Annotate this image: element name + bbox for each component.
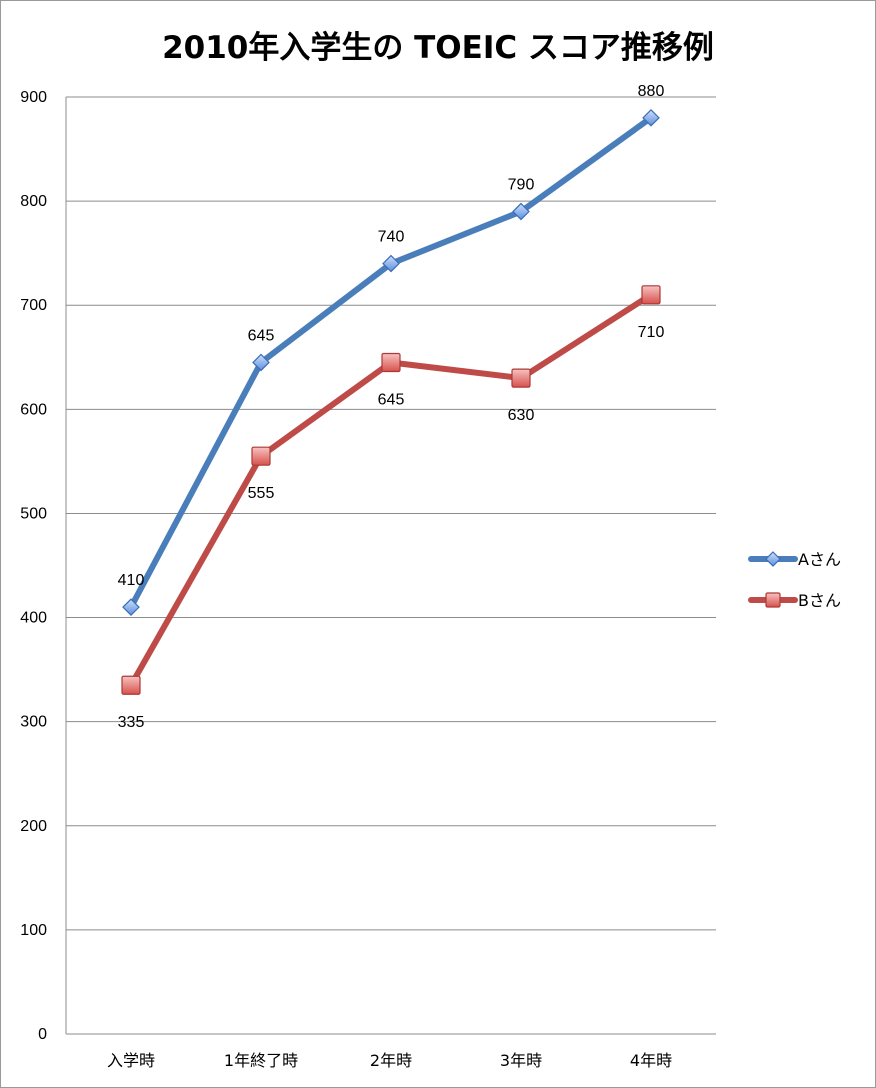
data-label: 880 xyxy=(638,83,665,100)
legend-marker xyxy=(765,592,781,608)
y-tick-label: 500 xyxy=(20,505,47,522)
legend-marker xyxy=(765,551,781,567)
data-point xyxy=(251,446,271,466)
data-point xyxy=(641,285,661,305)
data-label: 645 xyxy=(378,391,405,408)
data-label: 710 xyxy=(638,324,665,341)
data-label: 630 xyxy=(508,407,535,424)
x-tick-label: 入学時 xyxy=(107,1051,155,1070)
x-tick-label: 1年終了時 xyxy=(224,1051,298,1070)
data-label: 790 xyxy=(508,177,535,194)
data-point xyxy=(121,675,141,695)
data-point xyxy=(642,108,660,127)
y-tick-label: 900 xyxy=(20,89,47,106)
legend-label: Aさん xyxy=(798,550,841,569)
y-tick-label: 100 xyxy=(20,922,47,939)
data-point xyxy=(512,202,530,221)
data-point xyxy=(511,368,531,388)
y-tick-label: 200 xyxy=(20,818,47,835)
x-tick-label: 4年時 xyxy=(630,1051,672,1070)
chart-title: 2010年入学生の TOEIC スコア推移例 xyxy=(162,30,714,66)
y-tick-label: 800 xyxy=(20,193,47,210)
x-tick-label: 3年時 xyxy=(500,1051,542,1070)
data-label: 555 xyxy=(248,485,275,502)
y-tick-label: 700 xyxy=(20,297,47,314)
y-tick-label: 600 xyxy=(20,401,47,418)
data-label: 335 xyxy=(118,714,145,731)
data-label: 410 xyxy=(118,572,145,589)
y-tick-label: 300 xyxy=(20,714,47,731)
data-point xyxy=(382,254,400,273)
y-tick-label: 0 xyxy=(38,1026,47,1043)
data-label: 645 xyxy=(248,327,275,344)
data-label: 740 xyxy=(378,229,405,246)
data-point xyxy=(252,353,270,372)
data-point xyxy=(122,598,140,616)
y-tick-label: 400 xyxy=(20,610,47,627)
x-tick-label: 2年時 xyxy=(370,1051,412,1070)
legend-label: Bさん xyxy=(798,591,841,610)
data-point xyxy=(381,352,401,373)
